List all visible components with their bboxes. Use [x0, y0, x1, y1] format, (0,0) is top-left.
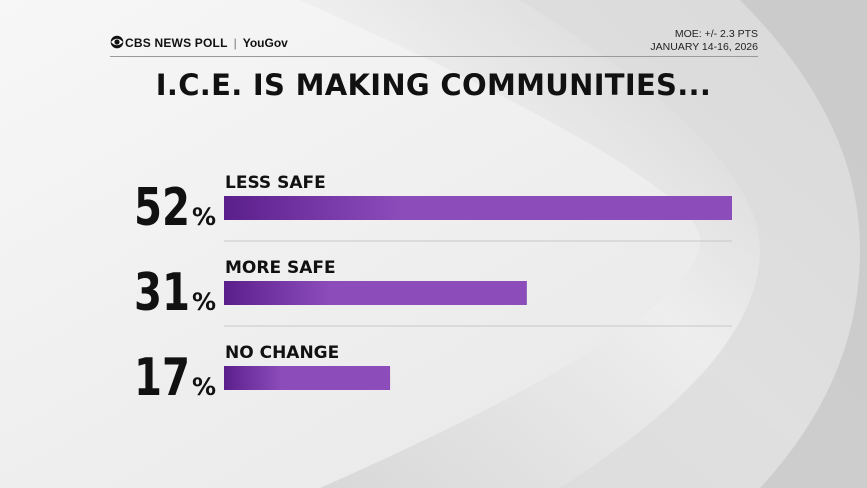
brand: CBS NEWS POLL | YouGov: [110, 35, 288, 50]
header: CBS NEWS POLL | YouGov MOE: +/- 2.3 PTS JA…: [110, 28, 758, 56]
brand-separator: |: [233, 36, 237, 50]
cbs-eye-icon: [110, 35, 124, 49]
category-label: NO CHANGE: [225, 343, 339, 363]
margin-of-error: MOE: +/- 2.3 PTS: [674, 28, 758, 40]
value-label: 31: [134, 263, 190, 323]
partner-name: YouGov: [242, 36, 288, 50]
poll-meta: MOE: +/- 2.3 PTS JANUARY 14-16, 2026: [650, 28, 758, 54]
bar: [224, 366, 391, 390]
percent-sign: %: [192, 288, 216, 316]
header-rule: [110, 56, 758, 57]
category-label: MORE SAFE: [225, 258, 336, 278]
brand-name: CBS NEWS POLL: [125, 36, 228, 50]
bar: [224, 281, 527, 305]
chart-title: I.C.E. IS MAKING COMMUNITIES...: [155, 68, 712, 102]
poll-dates: JANUARY 14-16, 2026: [650, 41, 758, 53]
percent-sign: %: [192, 373, 216, 401]
percent-sign: %: [192, 203, 216, 231]
value-label: 17: [134, 348, 190, 408]
category-label: LESS SAFE: [225, 173, 326, 193]
bar: [224, 196, 732, 220]
value-label: 52: [134, 178, 190, 238]
